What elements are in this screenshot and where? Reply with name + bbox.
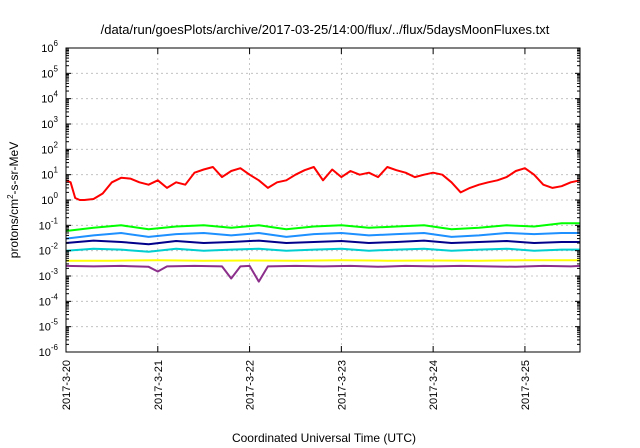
y-tick-label-exp: 4	[54, 90, 59, 99]
x-tick-label: 2017-3-22	[245, 360, 257, 410]
y-tick-label: 10-3	[39, 267, 59, 283]
y-tick-label: 101	[41, 166, 58, 182]
y-tick-label-base: 10	[39, 246, 51, 258]
x-tick-label: 2017-3-25	[520, 360, 532, 410]
y-tick-label: 10-2	[39, 242, 59, 258]
y-tick-label-base: 10	[41, 94, 53, 106]
axis-ticks	[65, 47, 580, 353]
y-tick-label-base: 10	[39, 296, 51, 308]
x-tick-label: 2017-3-20	[61, 360, 73, 410]
grid-lines	[66, 48, 580, 352]
x-axis-label: Coordinated Universal Time (UTC)	[232, 431, 416, 445]
y-axis-label-sup: 2	[6, 194, 15, 199]
y-tick-label: 102	[41, 140, 58, 156]
series-line-4	[65, 239, 580, 246]
y-tick-label-exp: -3	[51, 267, 59, 276]
series-line-1	[65, 166, 581, 201]
x-tick-label: 2017-3-21	[153, 360, 165, 410]
series-line-2	[65, 222, 580, 232]
y-tick-label-base: 10	[39, 220, 51, 232]
y-axis-label-suffix: -s-sr-MeV	[7, 142, 21, 195]
y-tick-label-base: 10	[41, 119, 53, 131]
y-tick-label-base: 10	[41, 68, 53, 80]
y-tick-label-base: 10	[39, 271, 51, 283]
series-line-5	[65, 247, 580, 253]
y-tick-label-base: 10	[41, 195, 53, 207]
x-tick-label: 2017-3-23	[336, 360, 348, 410]
y-tick-labels: 10-610-510-410-310-210-11001011021031041…	[39, 39, 59, 359]
series-line-6	[66, 259, 580, 262]
y-tick-label-exp: -5	[51, 318, 59, 327]
y-tick-label: 100	[41, 191, 58, 207]
y-tick-label: 10-5	[39, 318, 59, 334]
series-line-7	[65, 264, 581, 283]
y-tick-label-exp: -6	[51, 343, 59, 352]
chart-title: /data/run/goesPlots/archive/2017-03-25/1…	[101, 22, 550, 37]
y-tick-label: 10-4	[39, 292, 59, 308]
series-line-3	[65, 232, 580, 240]
y-tick-label-base: 10	[39, 322, 51, 334]
y-tick-label: 106	[41, 39, 58, 55]
y-tick-label: 103	[41, 115, 58, 131]
y-axis-label-prefix: protons/cm	[7, 199, 21, 258]
y-tick-label-base: 10	[41, 43, 53, 55]
y-tick-label-base: 10	[41, 170, 53, 182]
y-tick-label-exp: -1	[51, 216, 59, 225]
y-tick-label-exp: 5	[54, 64, 59, 73]
y-tick-label-exp: 0	[54, 191, 59, 200]
y-tick-label-base: 10	[39, 347, 51, 359]
x-tick-labels: 2017-3-20 2017-3-21 2017-3-22 2017-3-23 2017…	[61, 360, 532, 410]
series-layer	[65, 166, 581, 283]
y-tick-label: 105	[41, 64, 58, 80]
y-tick-label-exp: 6	[54, 39, 59, 48]
y-tick-label-base: 10	[41, 144, 53, 156]
y-tick-label: 10-1	[39, 216, 59, 232]
y-tick-label: 10-6	[39, 343, 59, 359]
y-tick-label-exp: -2	[51, 242, 59, 251]
y-tick-label-exp: 2	[54, 140, 59, 149]
y-tick-label-exp: 3	[54, 115, 59, 124]
y-tick-label: 104	[41, 90, 58, 106]
x-tick-label: 2017-3-24	[428, 360, 440, 410]
y-tick-label-exp: -4	[51, 292, 59, 301]
y-axis-label: protons/cm2-s-sr-MeV	[6, 142, 21, 258]
y-tick-label-exp: 1	[54, 166, 59, 175]
